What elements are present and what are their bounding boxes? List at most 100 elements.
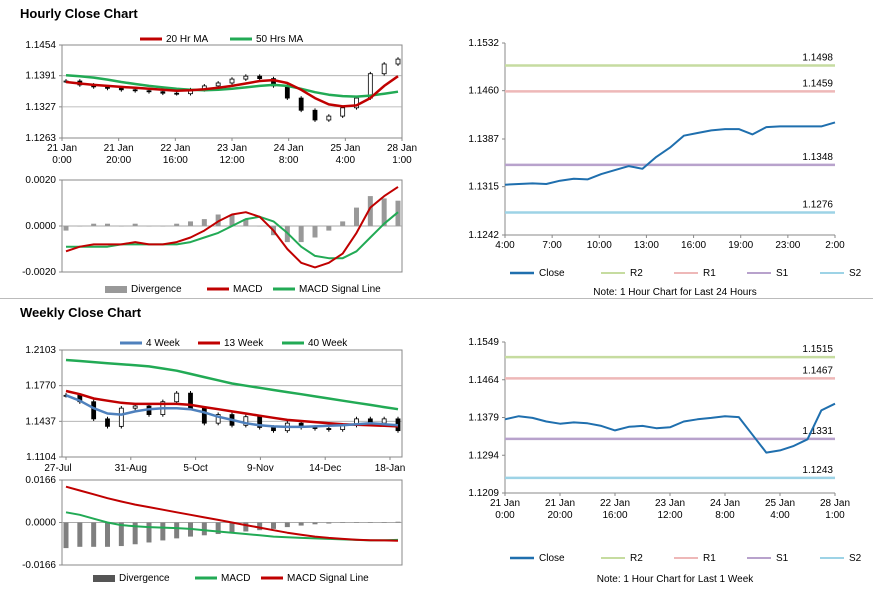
hourly-macd-divergence-bar [229, 214, 235, 226]
hourly-price-candle-body [229, 78, 235, 84]
weekly-pivot-legend-label: R1 [703, 553, 716, 564]
hourly-price-frame [61, 44, 403, 139]
weekly-pivot-level-label-r2: 1.1515 [802, 344, 833, 355]
weekly-macd-divergence-bar [146, 522, 152, 543]
hourly-price-candle-body [257, 75, 263, 79]
weekly-price-xtick-label: 18-Jan [375, 463, 406, 474]
hourly-pivot-ytick-label: 1.1315 [468, 182, 499, 193]
weekly-macd-divergence-bar [271, 522, 276, 529]
hourly-macd-legend-label: Divergence [131, 284, 182, 295]
hourly-pivot-xtick-label: 13:00 [634, 240, 659, 251]
weekly-pivot-xtick-label: 4:00 [770, 510, 790, 521]
hourly-pivot-note: Note: 1 Hour Chart for Last 24 Hours [593, 287, 756, 298]
hourly-price-candle-body [146, 90, 152, 93]
hourly-macd-divergence-bar [132, 223, 138, 226]
hourly-pivot-level-label-r2: 1.1498 [802, 53, 833, 64]
weekly-pivot-xtick-label: 21 Jan [545, 498, 575, 509]
weekly-pivot-xtick-label: 16:00 [602, 510, 627, 521]
hourly-price-xtick-label: 16:00 [163, 155, 188, 166]
hourly-pivot-level-label-s2: 1.1276 [802, 199, 833, 210]
weekly-macd-divergence-bar [354, 522, 359, 523]
hourly-pivot-level-label-s1: 1.1348 [802, 152, 833, 163]
hourly-price-xtick-label: 8:00 [279, 155, 299, 166]
weekly-macd-signal-line [65, 485, 399, 542]
hourly-pivot-xtick-label: 10:00 [587, 240, 612, 251]
weekly-price-ytick-label: 1.2103 [25, 345, 56, 356]
weekly-price-candle-body [326, 428, 332, 430]
hourly-pivot-level-label-r1: 1.1459 [802, 78, 833, 89]
hourly-price-candle-body [395, 58, 401, 65]
hourly-50hr-ma-line [65, 73, 399, 98]
hourly-macd-legend-label: MACD Signal Line [299, 284, 381, 295]
weekly-macd-divergence-bar [118, 522, 124, 547]
hourly-pivot-legend-label: Close [539, 268, 565, 279]
weekly-price-candle-body [215, 414, 221, 424]
weekly-price-xtick-label: 5-Oct [183, 463, 208, 474]
weekly-price-xtick-label: 31-Aug [115, 463, 147, 474]
hourly-pivot-close-line [504, 121, 836, 186]
weekly-pivot-level-label-r1: 1.1467 [802, 365, 833, 376]
weekly-pivot-level-label-s2: 1.1243 [802, 465, 833, 476]
weekly-price-candle-body [105, 418, 110, 427]
hourly-macd-divergence-bar [188, 221, 193, 226]
weekly-macd-legend-label: MACD [221, 573, 250, 584]
hourly-macd-divergence-bar [146, 226, 152, 227]
weekly-pivot-xtick-label: 21 Jan [490, 498, 520, 509]
weekly-price-candle-body [174, 392, 180, 403]
hourly-price-candle-body [312, 109, 318, 121]
hourly-macd-divergence-bar [354, 207, 359, 226]
weekly-pivot-legend-label: Close [539, 553, 565, 564]
weekly-price-xtick-label: 14-Dec [309, 463, 341, 474]
hourly-macd-divergence-bar [77, 226, 83, 227]
weekly-macd-divergence-bar [243, 522, 249, 532]
hourly-macd-divergence-bar [91, 223, 97, 226]
hourly-price-legend-label: 50 Hrs MA [256, 34, 304, 45]
weekly-price-candle-body [132, 405, 138, 409]
weekly-section-title: Weekly Close Chart [20, 305, 142, 320]
hourly-price-ytick-label: 1.1454 [25, 40, 56, 51]
weekly-pivot-ytick-label: 1.1549 [468, 337, 499, 348]
hourly-macd-line [65, 186, 399, 269]
hourly-macd-divergence-bar [340, 221, 346, 226]
weekly-macd-divergence-bar [105, 522, 110, 547]
hourly-macd-divergence-bar [63, 226, 69, 231]
hourly-macd-ytick-label: -0.0020 [22, 267, 56, 278]
hourly-pivot-legend-label: S1 [776, 268, 789, 279]
weekly-macd-ytick-label: -0.0166 [22, 560, 56, 571]
weekly-price-frame [61, 349, 403, 458]
weekly-pivot-note: Note: 1 Hour Chart for Last 1 Week [597, 574, 755, 585]
weekly-40wk-line [65, 358, 399, 411]
weekly-macd-divergence-bar [340, 522, 346, 524]
hourly-price-xtick-label: 21 Jan [47, 143, 77, 154]
hourly-macd-divergence-bar [298, 226, 304, 243]
weekly-macd-divergence-bar [91, 522, 97, 547]
weekly-macd-divergence-bar [312, 522, 318, 525]
section-divider [0, 298, 873, 299]
hourly-price-legend-label: 20 Hr MA [166, 34, 209, 45]
hourly-pivot-legend-label: R1 [703, 268, 716, 279]
weekly-price-candle-body [91, 401, 97, 420]
weekly-price-ytick-label: 1.1437 [25, 416, 56, 427]
hourly-macd-divergence-bar [257, 226, 263, 227]
weekly-pivot-xtick-label: 1:00 [825, 510, 845, 521]
hourly-price-candle-body [340, 107, 346, 117]
weekly-price-legend-label: 13 Week [224, 338, 264, 349]
hourly-macd-ytick-label: 0.0020 [25, 175, 56, 186]
hourly-section-title: Hourly Close Chart [20, 6, 138, 21]
hourly-macd-divergence-bar [367, 196, 373, 226]
hourly-pivot-ytick-label: 1.1532 [468, 38, 499, 49]
weekly-price-candle-body [243, 416, 249, 426]
hourly-price-candle-body [215, 82, 221, 87]
hourly-pivot-xtick-label: 4:00 [495, 240, 515, 251]
weekly-pivot-legend-label: S2 [849, 553, 862, 564]
weekly-macd-ytick-label: 0.0166 [25, 475, 56, 486]
weekly-macd-divergence-bar [284, 522, 290, 528]
hourly-price-candle-body [326, 115, 332, 121]
hourly-price-xtick-label: 24 Jan [274, 143, 304, 154]
hourly-price-ytick-label: 1.1391 [25, 71, 56, 82]
weekly-macd-ytick-label: 0.0000 [25, 518, 56, 529]
hourly-pivot-xtick-label: 2:00 [825, 240, 845, 251]
hourly-price-candle-body [243, 75, 249, 80]
weekly-macd-divergence-bar [132, 522, 138, 545]
weekly-price-ytick-label: 1.1104 [26, 452, 56, 463]
